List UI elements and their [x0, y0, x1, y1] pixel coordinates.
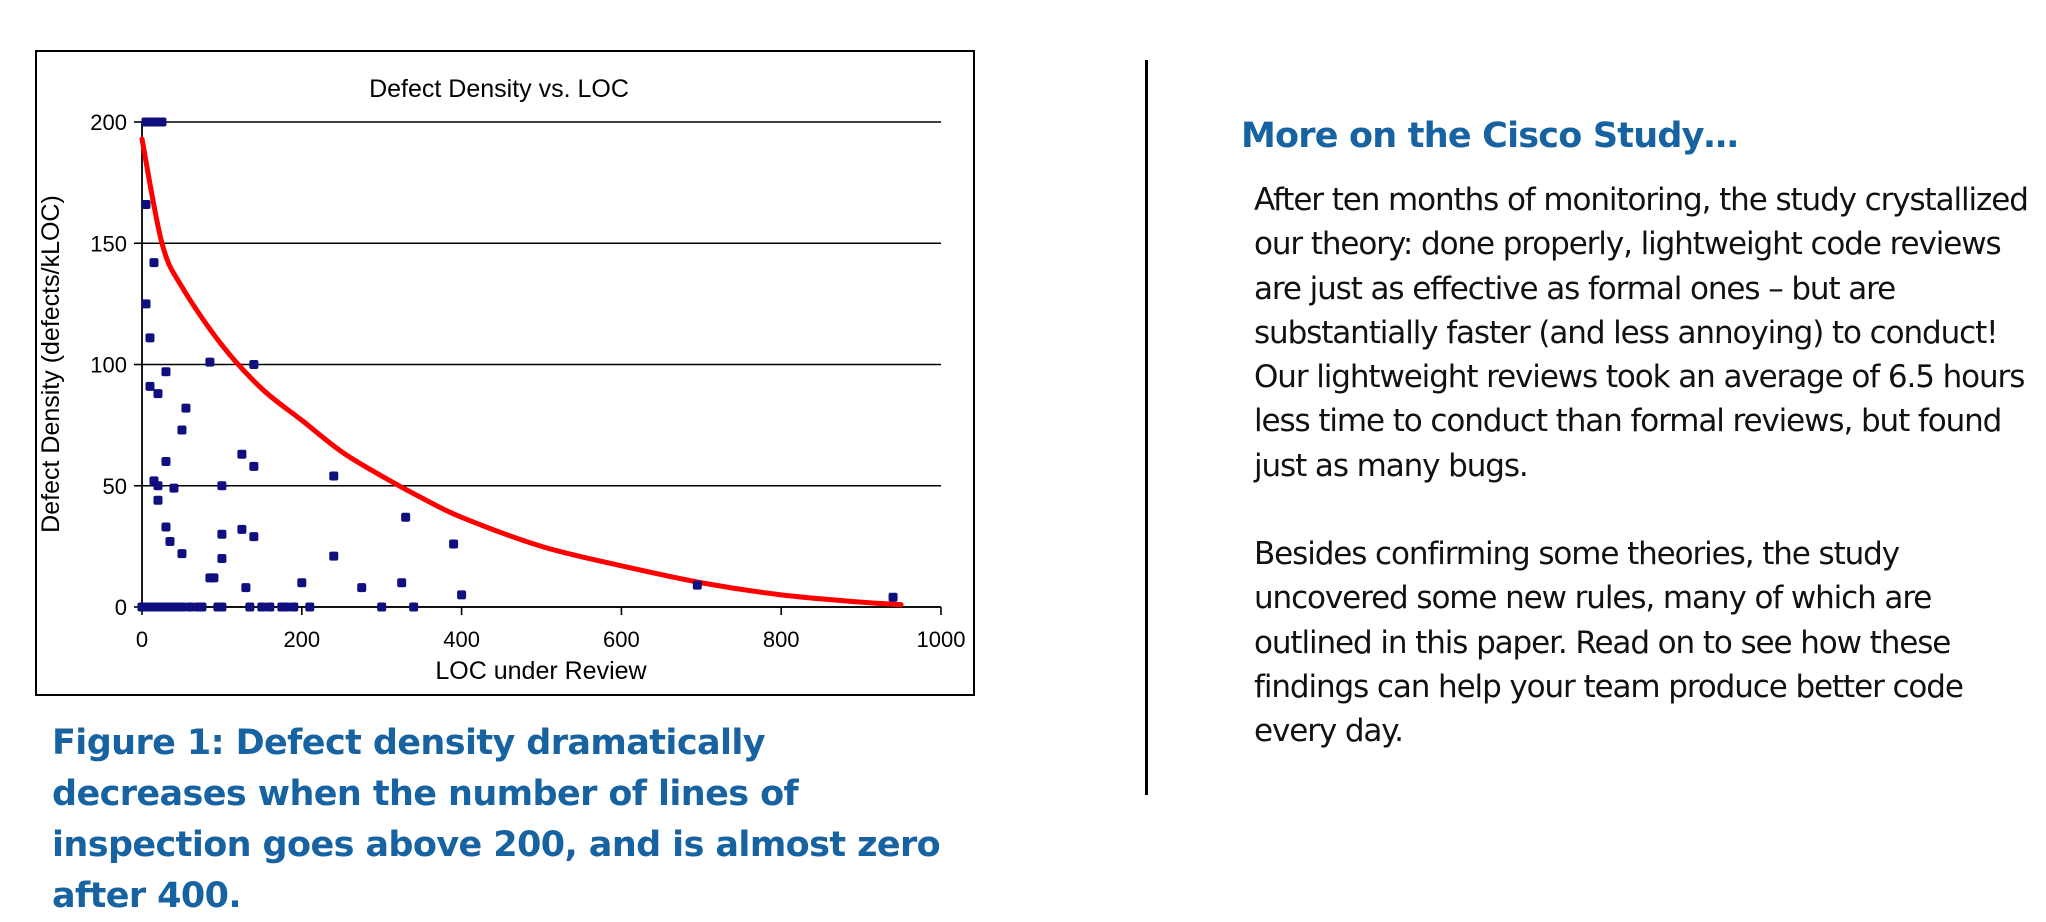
data-point [888, 592, 898, 602]
data-point [377, 602, 387, 612]
data-point [165, 537, 175, 547]
data-point [249, 461, 259, 471]
data-point [161, 457, 171, 466]
data-point [217, 529, 227, 539]
chart-title: Defect Density vs. LOC [369, 75, 629, 103]
y-tick-label: 200 [90, 110, 127, 135]
data-point [289, 602, 299, 612]
data-point [149, 258, 159, 268]
data-point [161, 367, 171, 377]
data-point [217, 602, 227, 612]
data-point [357, 583, 367, 593]
data-point [169, 483, 179, 493]
x-tick-label: 0 [136, 627, 148, 652]
data-point [249, 360, 259, 369]
data-point [141, 199, 151, 209]
data-point [205, 357, 215, 367]
sidebar-heading: More on the Cisco Study… [1241, 116, 1739, 156]
figure-caption: Figure 1: Defect density dramatically de… [52, 723, 941, 916]
data-point [153, 481, 163, 491]
data-point [329, 471, 339, 481]
data-point [397, 578, 407, 588]
sidebar-paragraph-1: After ten months of monitoring, the stud… [1254, 182, 2029, 484]
y-axis-label: Defect Density (defects/kLOC) [37, 195, 65, 533]
data-point [145, 333, 155, 343]
x-tick-label: 200 [283, 627, 320, 652]
data-point [177, 602, 187, 612]
x-tick-label: 600 [603, 627, 640, 652]
data-point [237, 524, 247, 534]
data-point [237, 449, 247, 459]
data-point [257, 602, 267, 612]
x-tick-label: 400 [443, 627, 480, 652]
data-point [305, 602, 315, 612]
data-point [157, 117, 167, 127]
y-tick-label: 0 [115, 595, 127, 620]
x-tick-label: 800 [763, 627, 800, 652]
y-tick-label: 100 [90, 353, 127, 378]
column-divider [1145, 60, 1148, 795]
data-point [241, 583, 251, 593]
y-tick-label: 150 [90, 231, 127, 256]
data-point [181, 403, 191, 413]
scatter-chart: 0 50 100 150 200 0 200 400 600 800 1000 Defect Den… [37, 75, 966, 685]
x-tick-label: 1000 [917, 627, 966, 652]
data-point [409, 602, 419, 612]
data-point [185, 602, 195, 612]
data-point [217, 481, 227, 491]
data-point [217, 554, 227, 563]
data-point [153, 495, 163, 505]
data-point [249, 532, 259, 542]
data-point [449, 539, 459, 549]
data-point [245, 602, 255, 612]
data-point [197, 602, 207, 612]
data-point [401, 512, 411, 522]
data-point [145, 381, 155, 391]
data-point [457, 590, 467, 600]
data-point [209, 573, 219, 583]
data-point [329, 551, 339, 561]
data-point [297, 578, 307, 588]
data-point [177, 425, 187, 435]
x-axis-label: LOC under Review [435, 657, 647, 685]
data-point [161, 522, 171, 532]
y-tick-label: 50 [103, 474, 127, 499]
sidebar-paragraph-2: Besides confirming some theories, the st… [1254, 536, 1964, 750]
data-point [692, 580, 702, 590]
data-point [177, 549, 187, 559]
data-point [281, 602, 291, 612]
chart-frame: 0 50 100 150 200 0 200 400 600 800 1000 Defect Den… [35, 50, 975, 696]
data-point [141, 299, 151, 309]
data-point [265, 602, 275, 612]
trend-line [139, 136, 904, 608]
data-point [153, 389, 163, 399]
